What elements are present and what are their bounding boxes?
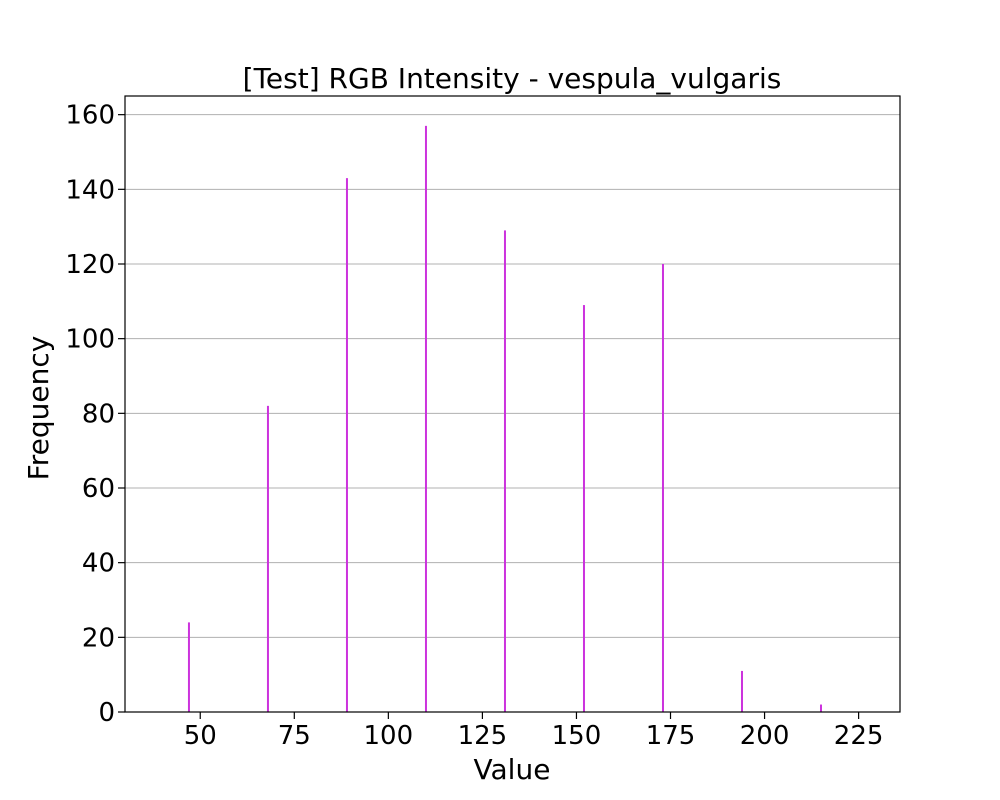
y-tick-label-140: 140 (65, 175, 115, 205)
x-axis-title: Value (474, 753, 551, 786)
bar-194 (740, 670, 743, 712)
x-tick-label-225: 225 (834, 721, 884, 751)
bar-173 (661, 264, 664, 712)
y-axis-title: Frequency (22, 336, 55, 481)
y-tick-label-0: 0 (98, 698, 115, 728)
x-tick-label-175: 175 (646, 721, 696, 751)
bar-110 (424, 125, 427, 712)
x-tick-label-125: 125 (458, 721, 508, 751)
bar-215 (819, 704, 822, 712)
bar-152 (582, 305, 585, 712)
y-tick-label-120: 120 (65, 250, 115, 280)
x-tick-label-100: 100 (364, 721, 414, 751)
x-tick-label-50: 50 (184, 721, 217, 751)
y-tick-label-20: 20 (82, 623, 115, 653)
y-tick-label-160: 160 (65, 101, 115, 131)
chart-title: [Test] RGB Intensity - vespula_vulgaris (243, 62, 782, 95)
bars (187, 125, 822, 713)
x-tick-label-150: 150 (552, 721, 602, 751)
y-tick-label-100: 100 (65, 325, 115, 355)
plot-frame (124, 95, 901, 713)
grid-lines (125, 114, 900, 713)
y-tick-label-40: 40 (82, 549, 115, 579)
bar-131 (503, 230, 506, 712)
x-tick-label-75: 75 (278, 721, 311, 751)
bar-89 (345, 178, 348, 713)
x-axis-ticks: 50 75 100 125 150 175 200 225 (184, 712, 884, 751)
bar-68 (266, 405, 269, 712)
x-tick-label-200: 200 (740, 721, 790, 751)
bar-47 (187, 622, 190, 712)
y-tick-label-60: 60 (82, 474, 115, 504)
y-tick-label-80: 80 (82, 399, 115, 429)
y-axis-ticks: 0 20 40 60 80 100 120 140 160 (65, 101, 125, 728)
